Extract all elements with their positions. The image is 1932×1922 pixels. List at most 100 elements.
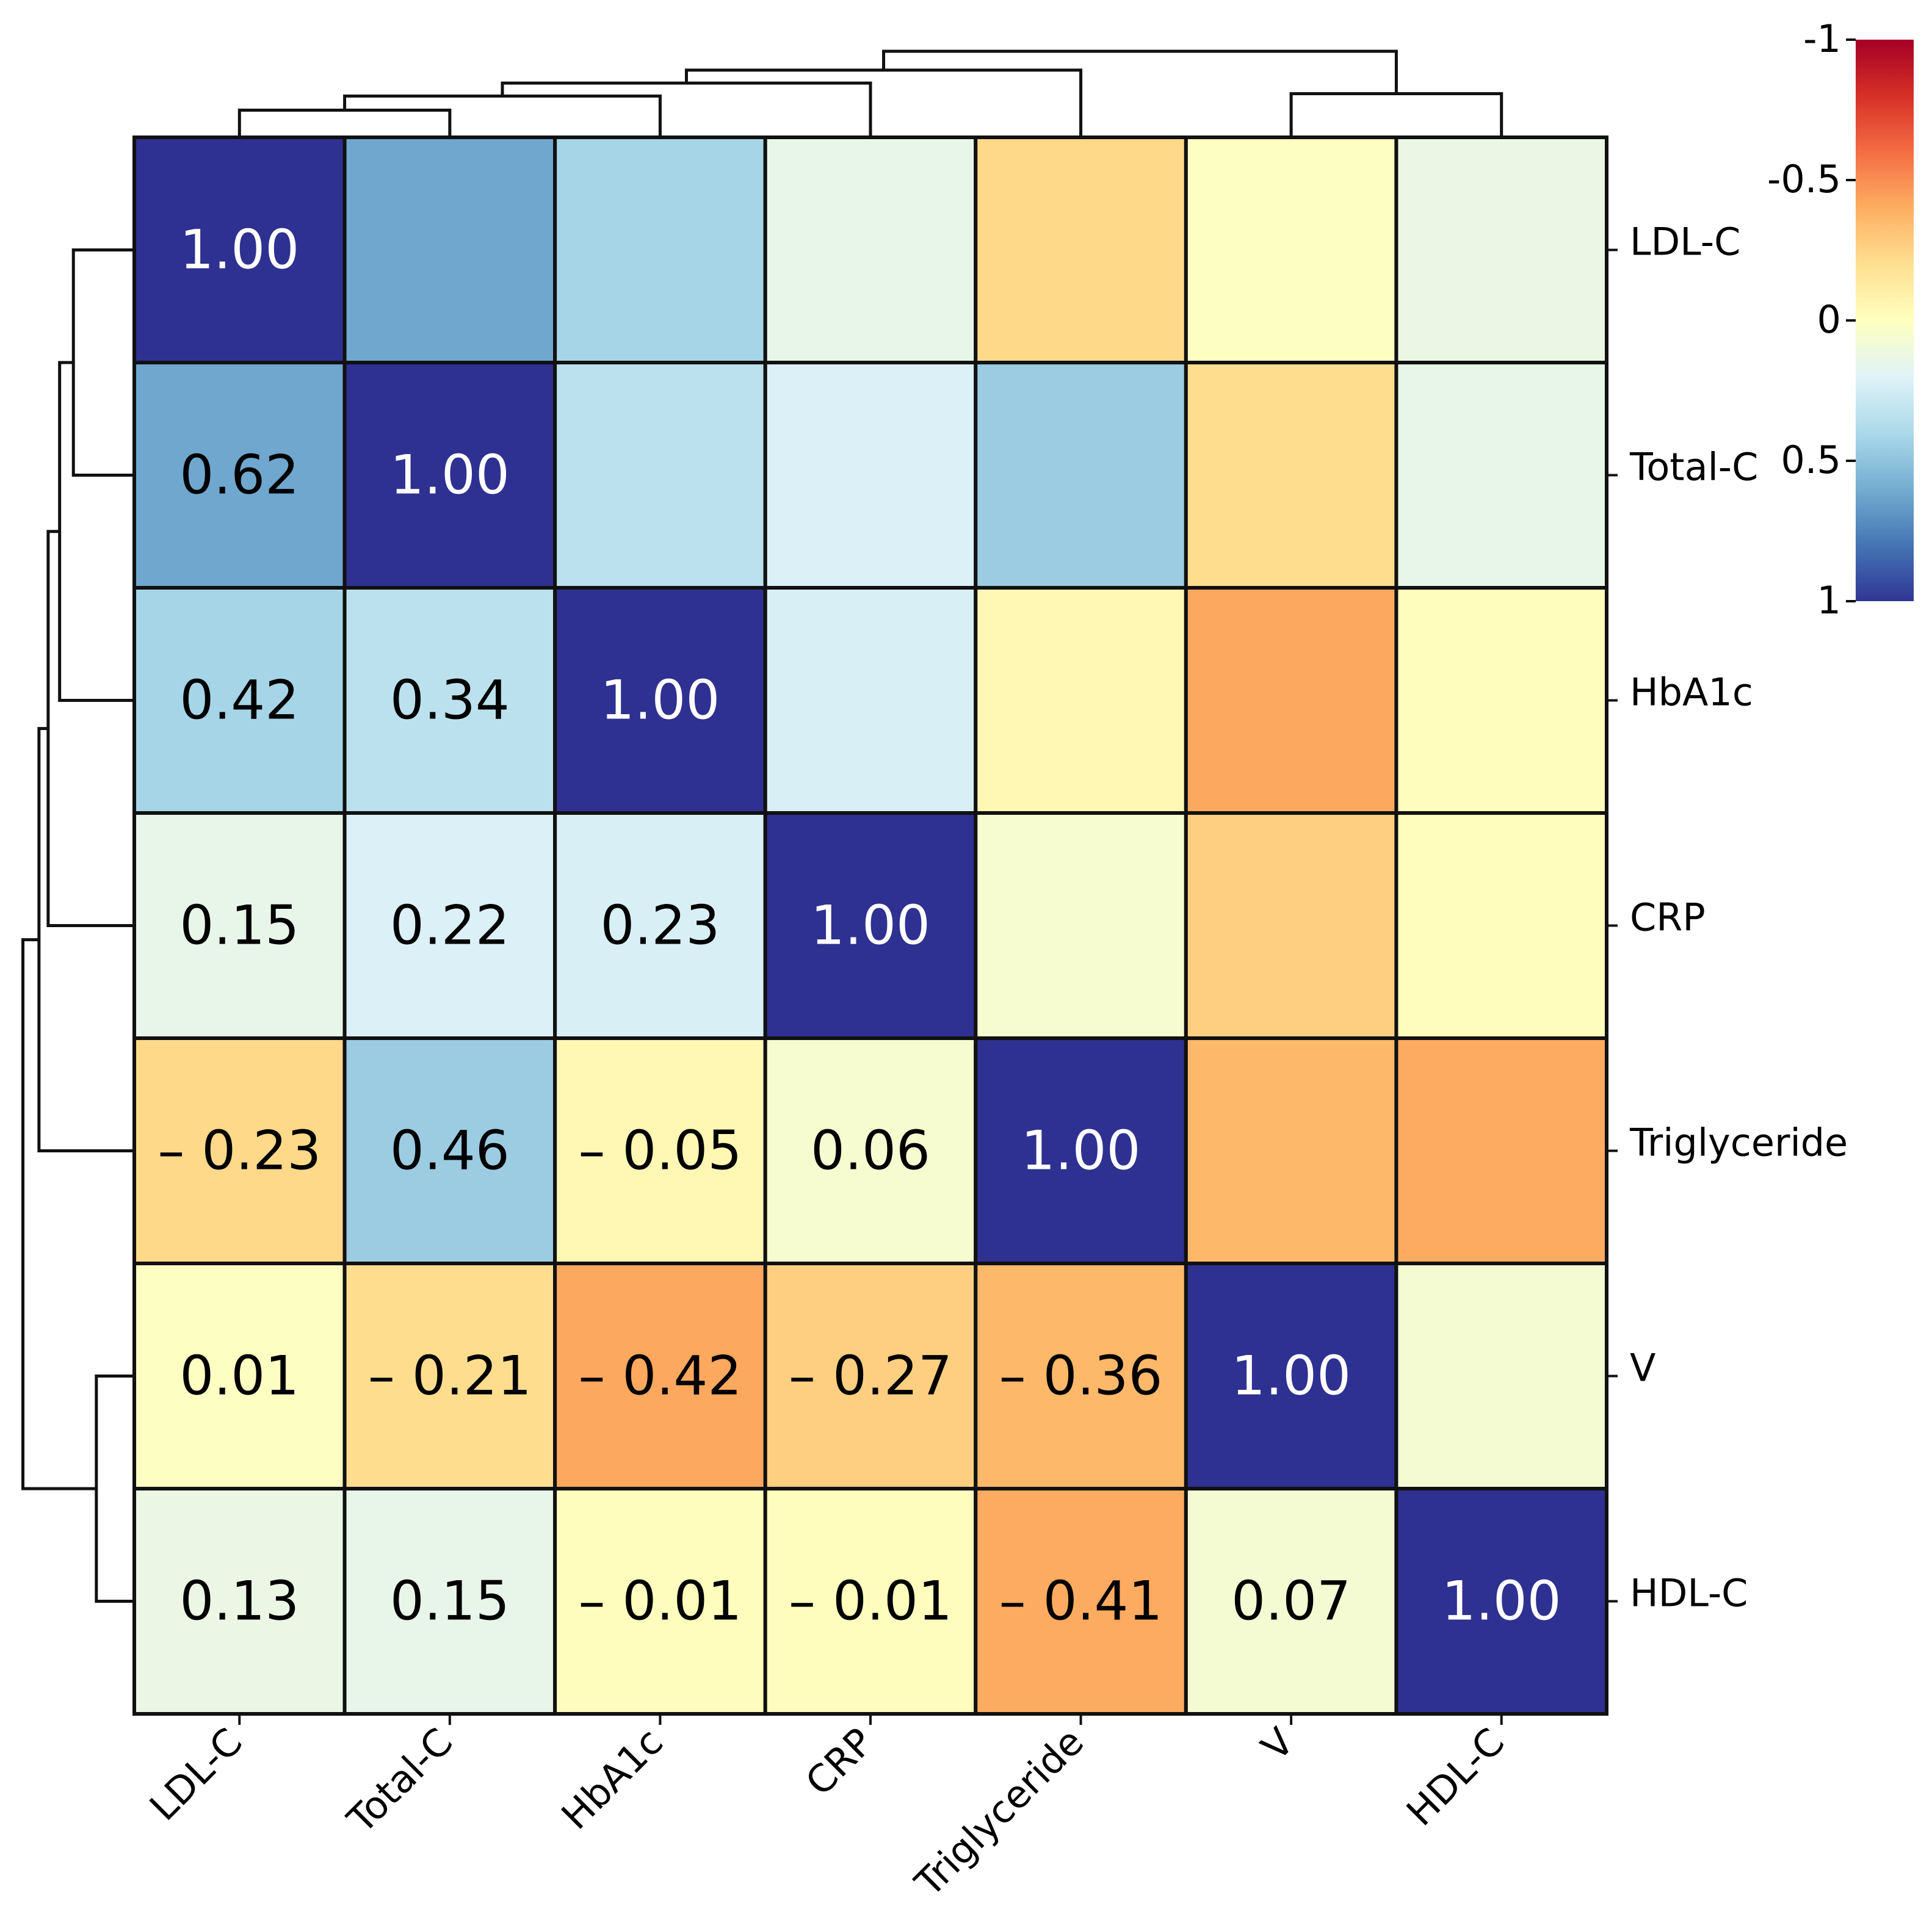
heatmap-cell-V-LDL-C: [132, 1262, 347, 1490]
dendrogram-link: [343, 94, 662, 136]
heatmap-cell-HbA1c-HbA1c: [553, 586, 767, 815]
cell-value-label: – 0.23: [157, 1119, 321, 1182]
heatmap-cell-HbA1c-Triglyceride: [974, 586, 1188, 815]
heatmap-cell-V-Triglyceride: [974, 1262, 1188, 1490]
heatmap-cell-CRP-V: [1184, 811, 1398, 1040]
cell-value-label: 0.13: [179, 1570, 299, 1633]
colorbar-tick-label: -0.5: [1767, 157, 1841, 201]
cell-value-label: 1.00: [179, 219, 299, 281]
heatmap-cell-HbA1c-CRP: [763, 586, 978, 815]
cell-value-label: – 0.42: [578, 1345, 742, 1407]
cell-value-label: 0.42: [179, 669, 299, 732]
heatmap-cell-Triglyceride-HDL-C: [1394, 1036, 1608, 1265]
x-tick-label: V: [1253, 1719, 1303, 1769]
y-tick-label: Triglyceride: [1629, 1121, 1848, 1165]
heatmap-cell-Triglyceride-V: [1184, 1036, 1398, 1265]
heatmap-cell-HDL-C-HDL-C: [1394, 1487, 1608, 1716]
cell-value-label: 0.15: [179, 894, 299, 957]
y-tick-label: CRP: [1630, 895, 1706, 940]
top-dendrogram: [237, 49, 1503, 136]
cell-value-label: – 0.05: [578, 1119, 742, 1182]
cell-value-label: 0.23: [600, 894, 720, 957]
heatmap-cell-V-HbA1c: [553, 1262, 767, 1490]
heatmap-cell-CRP-CRP: [763, 811, 978, 1040]
cell-value-label: – 0.01: [578, 1570, 742, 1633]
colorbar-gradient: [1856, 40, 1914, 601]
heatmap-cell-Triglyceride-Total-C: [342, 1036, 557, 1265]
heatmap-cell-HDL-C-V: [1184, 1487, 1398, 1716]
x-tick-label: Total-C: [338, 1719, 461, 1842]
heatmap-cell-HDL-C-CRP: [763, 1487, 978, 1716]
heatmap-cell-Total-C-Total-C: [342, 361, 557, 590]
heatmap-cell-CRP-HDL-C: [1394, 811, 1608, 1040]
cell-value-label: 0.06: [811, 1119, 930, 1182]
cell-value-label: 1.00: [811, 894, 930, 957]
y-tick-label: V: [1630, 1346, 1655, 1390]
cell-value-label: 0.46: [390, 1119, 510, 1182]
cell-value-label: 0.22: [390, 894, 510, 957]
heatmap-cell-LDL-C-CRP: [763, 135, 978, 364]
y-axis: LDL-C Total-C HbA1c CRP Triglyceride V HDL-C: [1607, 220, 1848, 1616]
dendrogram-link: [71, 248, 133, 477]
cell-value-label: – 0.27: [789, 1345, 952, 1407]
heatmap-cell-Triglyceride-CRP: [763, 1036, 978, 1265]
heatmap-cell-LDL-C-HDL-C: [1394, 135, 1608, 364]
x-tick-label: Triglyceride: [906, 1719, 1092, 1906]
dendrogram-link: [95, 1375, 133, 1603]
colorbar-tick-label: 1: [1817, 578, 1841, 623]
cell-value-label: – 0.21: [368, 1345, 532, 1407]
cell-value-label: – 0.36: [999, 1345, 1163, 1407]
heatmap-cell-HDL-C-LDL-C: [132, 1487, 347, 1716]
heatmap-cell-HbA1c-V: [1184, 586, 1398, 815]
dendrogram-link: [237, 109, 452, 136]
cell-value-label: – 0.41: [999, 1570, 1163, 1633]
cell-value-label: 1.00: [600, 669, 720, 732]
dendrogram-link: [21, 938, 96, 1490]
heatmap-cell-Total-C-Triglyceride: [974, 361, 1188, 590]
y-tick-label: HDL-C: [1630, 1571, 1748, 1616]
cell-value-label: 0.15: [390, 1570, 510, 1633]
y-tick-label: Total-C: [1629, 445, 1758, 490]
dendrogram-link: [37, 727, 133, 1152]
heatmap-cell-CRP-Triglyceride: [974, 811, 1188, 1040]
heatmap-cell-Total-C-HDL-C: [1394, 361, 1608, 590]
colorbar-tick-label: 0: [1817, 297, 1841, 342]
cell-value-label: 0.07: [1231, 1570, 1351, 1633]
colorbar-tick-label: 0.5: [1781, 438, 1841, 482]
dendrogram-link: [882, 49, 1398, 94]
x-tick-label: CRP: [797, 1719, 881, 1804]
cell-value-label: 1.00: [1442, 1570, 1561, 1633]
heatmap-cell-LDL-C-LDL-C: [132, 135, 347, 364]
heatmap-cell-HbA1c-HDL-C: [1394, 586, 1608, 815]
cell-value-label: 0.62: [179, 444, 299, 507]
heatmap-cell-V-HDL-C: [1394, 1262, 1608, 1490]
heatmap-cell-Total-C-LDL-C: [132, 361, 347, 590]
x-tick-label: HDL-C: [1398, 1719, 1513, 1834]
dendrogram-link: [58, 361, 133, 702]
cell-value-label: 1.00: [390, 444, 510, 507]
dendrogram-link: [1289, 92, 1503, 136]
x-tick-label: LDL-C: [141, 1719, 251, 1829]
heatmap-cell-LDL-C-Triglyceride: [974, 135, 1188, 364]
heatmap-cell-CRP-Total-C: [342, 811, 557, 1040]
heatmap-cell-Total-C-V: [1184, 361, 1398, 590]
heatmap-cell-LDL-C-V: [1184, 135, 1398, 364]
cell-value-label: – 0.01: [789, 1570, 952, 1633]
cell-value-label: 0.01: [179, 1345, 299, 1407]
dendrogram-link: [685, 68, 1083, 136]
cell-value-label: 1.00: [1021, 1119, 1141, 1182]
x-tick-label: HbA1c: [553, 1719, 671, 1838]
left-dendrogram: [21, 248, 133, 1603]
colorbar: -1 -0.5 0 0.5 1: [1767, 16, 1914, 623]
dendrogram-link: [501, 81, 872, 136]
y-tick-label: HbA1c: [1630, 670, 1753, 715]
heatmap-cell-LDL-C-HbA1c: [553, 135, 767, 364]
cell-value-label: 1.00: [1231, 1345, 1351, 1407]
cell-value-label: 0.34: [390, 669, 510, 732]
y-tick-label: LDL-C: [1630, 220, 1740, 264]
heatmap-cell-LDL-C-Total-C: [342, 135, 557, 364]
colorbar-tick-label: -1: [1803, 16, 1841, 61]
heatmap-cell-V-CRP: [763, 1262, 978, 1490]
